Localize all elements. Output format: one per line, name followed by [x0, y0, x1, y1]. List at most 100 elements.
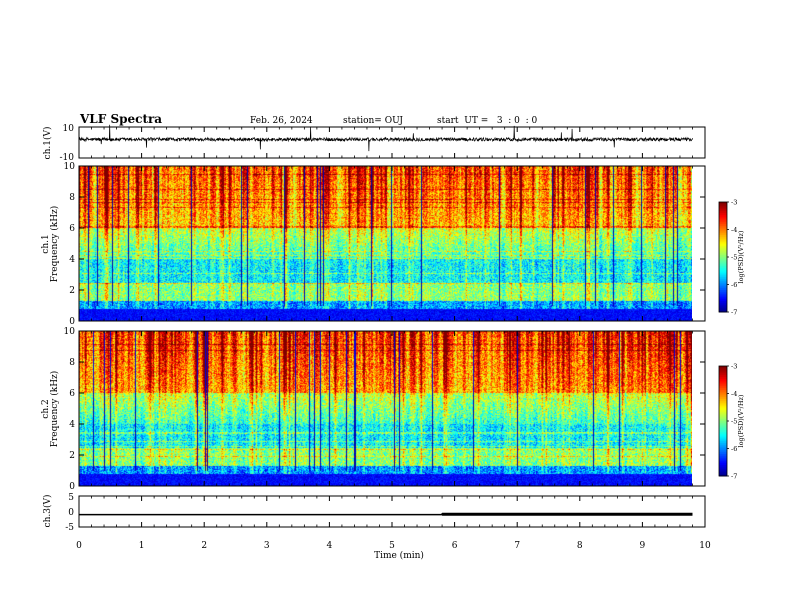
- ch3-ytick-bottom: -5: [65, 523, 74, 533]
- ch2-colorbar-cell-41: [719, 441, 727, 444]
- x-tick-label-5: 5: [389, 541, 395, 551]
- ch2-colorbar-tick-label-0: -3: [731, 363, 737, 371]
- ch2-colorbar-cell-37: [719, 433, 727, 437]
- ch1-colorbar-cell-56: [719, 304, 727, 307]
- ch2-colorbar-cell-31: [719, 422, 727, 426]
- ch2-colorbar-cell-44: [719, 446, 727, 449]
- ch2-colorbar-cell-51: [719, 459, 727, 462]
- ch1-colorbar-cell-5: [719, 211, 727, 214]
- ytick-label-2-2: 4: [69, 420, 75, 430]
- ch2-colorbar-cell-8: [719, 380, 727, 383]
- ch2-colorbar-cell-38: [719, 435, 727, 438]
- x-tick-label-2: 2: [201, 541, 207, 551]
- ch1-colorbar-cell-45: [719, 284, 727, 287]
- ch1-colorbar-cell-47: [719, 288, 727, 291]
- ch1-colorbar-cell-10: [719, 220, 727, 223]
- ch2-colorbar-tick-label-2: -5: [731, 418, 737, 426]
- ch2-colorbar-cell-48: [719, 454, 727, 457]
- ch2-colorbar-cell-16: [719, 395, 727, 398]
- ch2-colorbar-tick-label-4: -7: [731, 473, 737, 481]
- ch1-colorbar-cell-50: [719, 293, 727, 296]
- ch1-colorbar-cell-37: [719, 269, 727, 273]
- ch1-colorbar-cell-7: [719, 214, 727, 218]
- ch2-colorbar-cell-50: [719, 457, 727, 460]
- ch2-colorbar-cell-3: [719, 371, 727, 374]
- x-tick-label-6: 6: [452, 541, 458, 551]
- ch2-colorbar-cell-6: [719, 377, 727, 380]
- ch1-colorbar-cell-8: [719, 216, 727, 219]
- ch2-colorbar-cell-0: [719, 366, 727, 369]
- ch2-colorbar-cell-11: [719, 386, 727, 389]
- ch1-colorbar-cell-13: [719, 225, 727, 229]
- ch2-colorbar-cell-13: [719, 389, 727, 393]
- ch2-colorbar-cell-1: [719, 367, 727, 371]
- ch2-colorbar-cell-10: [719, 384, 727, 387]
- ch2-colorbar-cell-27: [719, 415, 727, 418]
- ch1-colorbar-cell-54: [719, 301, 727, 304]
- ch2-colorbar-tick-label-1: -4: [731, 390, 737, 398]
- ch2-colorbar-cell-47: [719, 452, 727, 455]
- ch2-colorbar-cell-32: [719, 424, 727, 427]
- x-tick-label-0: 0: [76, 541, 82, 551]
- x-tick-label-7: 7: [514, 541, 520, 551]
- ch2-colorbar-cell-40: [719, 439, 727, 442]
- ch1-spectrogram-xticks: [78, 166, 706, 321]
- ch2-colorbar-label: log(PSD)(V²/Hz): [737, 394, 745, 447]
- ch1-colorbar-cell-4: [719, 209, 727, 212]
- ch2-colorbar-cell-5: [719, 375, 727, 378]
- ch2-colorbar-cell-15: [719, 393, 727, 396]
- ytick-label-1-5: 10: [64, 162, 76, 172]
- ch1-colorbar-cell-36: [719, 268, 727, 271]
- x-tick-label-10: 10: [699, 541, 711, 551]
- ch2-colorbar-cell-55: [719, 466, 727, 470]
- ch1-colorbar-cell-48: [719, 290, 727, 293]
- ch1-colorbar-cell-9: [719, 218, 727, 221]
- ch1-colorbar-tick-label-3: -6: [731, 281, 737, 289]
- ch2-colorbar-cell-58: [719, 472, 727, 475]
- ch1-xticks: [78, 127, 706, 158]
- ch2-colorbar-cell-2: [719, 369, 727, 372]
- ch2-colorbar-cell-49: [719, 455, 727, 459]
- ch2-colorbar-cell-30: [719, 421, 727, 424]
- ch2-colorbar-cell-54: [719, 465, 727, 468]
- ytick-label-1-4: 8: [69, 193, 75, 203]
- ch1-colorbar-cell-32: [719, 260, 727, 263]
- ch2-spectrogram-ylabel: ch.2 Frequency (kHz): [41, 371, 60, 448]
- ch1-colorbar-tick-label-4: -7: [731, 309, 737, 317]
- ch2-colorbar-tick-label-3: -6: [731, 445, 737, 453]
- ch1-colorbar-cell-53: [719, 299, 727, 302]
- ch1-colorbar-cell-21: [719, 240, 727, 243]
- ch3-panel: 5 0 -5 ch.3(V): [42, 493, 706, 533]
- ch1-colorbar-cell-33: [719, 262, 727, 265]
- ch1-colorbar-cell-16: [719, 231, 727, 234]
- ch3-ytick-top: 5: [68, 493, 74, 503]
- ch1-colorbar-cell-18: [719, 235, 727, 238]
- ch2-ylabel-channel: ch.2: [41, 399, 51, 418]
- ch1-colorbar-cell-29: [719, 255, 727, 258]
- ch1-colorbar-cell-39: [719, 273, 727, 276]
- ch2-colorbar-cell-18: [719, 399, 727, 402]
- ch2-colorbar-cell-36: [719, 432, 727, 435]
- ch1-colorbar-cell-51: [719, 295, 727, 298]
- ch2-colorbar: -3 -4 -5 -6 -7 log(PSD)(V²/Hz): [718, 363, 745, 481]
- ch1-colorbar-tick-label-2: -5: [731, 254, 737, 262]
- header-station: station= OUJ: [343, 116, 403, 126]
- ch1-colorbar-cell-59: [719, 310, 727, 313]
- ch1-colorbar-cell-11: [719, 222, 727, 225]
- ch1-spectrogram-yticks: 0 2 4 6 8 10: [64, 162, 705, 327]
- ch2-colorbar-cell-57: [719, 470, 727, 473]
- ch1-ylabel-frequency: Frequency (kHz): [49, 206, 60, 283]
- ch1-colorbar-cell-15: [719, 229, 727, 232]
- ch1-ytick-top: 10: [63, 124, 75, 134]
- ch2-colorbar-cell-7: [719, 378, 727, 382]
- ch1-colorbar-cell-55: [719, 302, 727, 306]
- ytick-label-2-5: 10: [64, 327, 76, 337]
- ch1-colorbar-cell-38: [719, 271, 727, 274]
- ch1-colorbar-cell-27: [719, 251, 727, 254]
- ch2-colorbar-cell-56: [719, 468, 727, 471]
- ch1-colorbar-cell-42: [719, 279, 727, 282]
- ch1-colorbar-cell-34: [719, 264, 727, 267]
- ch1-colorbar-cell-46: [719, 286, 727, 289]
- ch1-colorbar-tick-label-1: -4: [731, 226, 737, 234]
